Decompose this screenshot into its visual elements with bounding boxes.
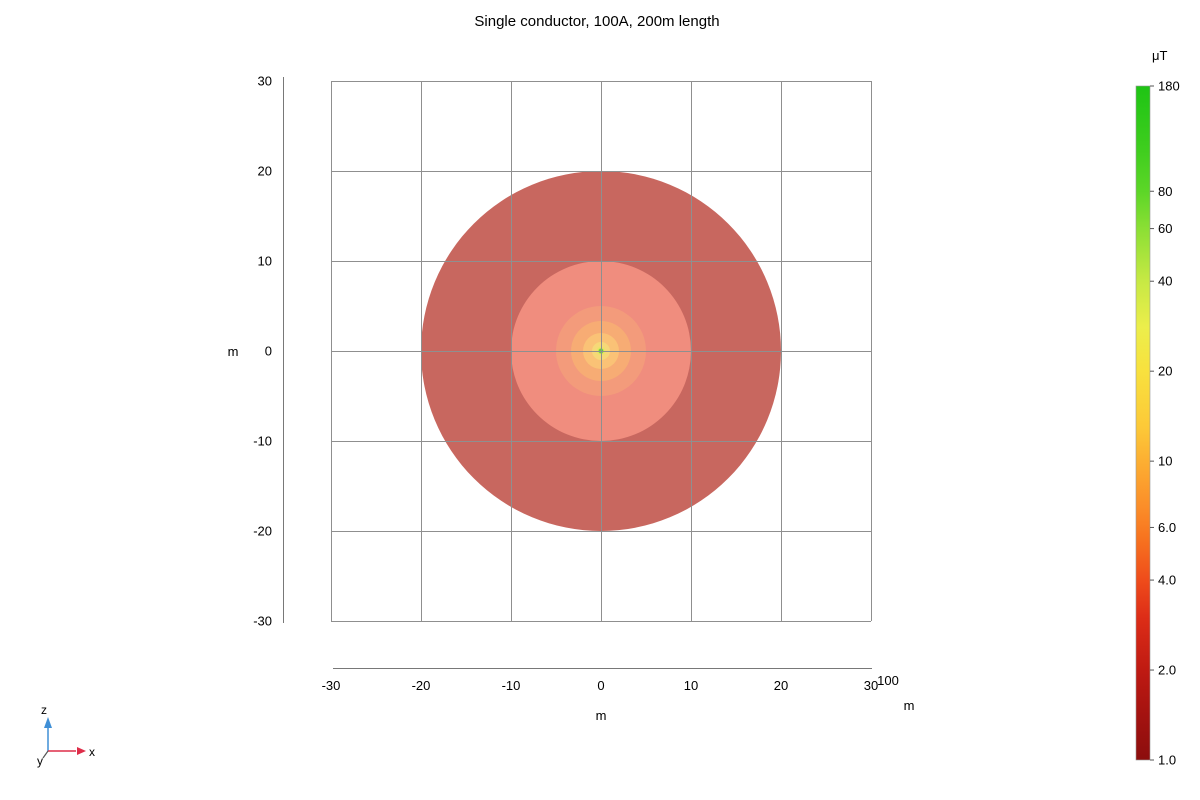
x-tick-label: 0 xyxy=(597,678,604,693)
colorbar xyxy=(1135,85,1151,761)
colorbar-tick-label: 60 xyxy=(1158,221,1172,236)
axis-triad: z x y xyxy=(37,703,95,768)
colorbar-tick-label: 180 xyxy=(1158,79,1180,94)
y-tick-label: 30 xyxy=(258,74,272,89)
y-tick-label: 20 xyxy=(258,164,272,179)
colorbar-tick-label: 6.0 xyxy=(1158,520,1176,535)
colorbar-unit-label: μT xyxy=(1152,48,1167,63)
x-tick-label: 10 xyxy=(684,678,698,693)
secondary-x-unit-label: m xyxy=(904,698,915,713)
colorbar-tick-label: 1.0 xyxy=(1158,753,1176,768)
plot-title: Single conductor, 100A, 200m length xyxy=(474,13,719,30)
x-tick-label: -10 xyxy=(502,678,521,693)
z-axis-arrowhead xyxy=(44,717,52,728)
colorbar-tick-label: 2.0 xyxy=(1158,663,1176,678)
y-tick-label: -30 xyxy=(253,614,272,629)
y-axis-label: y xyxy=(37,754,43,768)
colorbar-tick-label: 80 xyxy=(1158,184,1172,199)
y-tick-label: -20 xyxy=(253,524,272,539)
z-axis-label: z xyxy=(41,703,47,717)
colorbar-tick-label: 20 xyxy=(1158,364,1172,379)
x-tick-label: 30 xyxy=(864,678,878,693)
y-axis-unit-label: m xyxy=(228,344,239,359)
y-tick-label: 10 xyxy=(258,254,272,269)
colorbar-tick-label: 40 xyxy=(1158,274,1172,289)
colorbar-tick-label: 4.0 xyxy=(1158,573,1176,588)
y-axis-stub xyxy=(42,750,49,759)
x-axis-unit-label: m xyxy=(596,708,607,723)
x-tick-label: -30 xyxy=(322,678,341,693)
x-tick-label: 20 xyxy=(774,678,788,693)
x-axis-arrowhead xyxy=(77,747,86,755)
y-tick-label: -10 xyxy=(253,434,272,449)
x-axis-label: x xyxy=(89,745,95,759)
grid xyxy=(331,81,872,622)
x-tick-label: -20 xyxy=(412,678,431,693)
secondary-x-tick-label: 100 xyxy=(877,673,899,688)
y-tick-label: 0 xyxy=(265,344,272,359)
colorbar-tick-label: 10 xyxy=(1158,454,1172,469)
